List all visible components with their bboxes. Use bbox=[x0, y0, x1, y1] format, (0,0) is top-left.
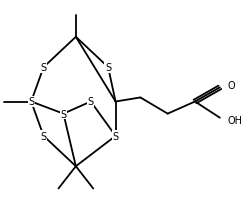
Text: S: S bbox=[60, 109, 66, 119]
Text: O: O bbox=[226, 81, 234, 91]
Text: S: S bbox=[28, 97, 34, 107]
Text: S: S bbox=[87, 97, 94, 107]
Text: S: S bbox=[112, 131, 118, 141]
Text: OH: OH bbox=[226, 115, 241, 125]
Text: S: S bbox=[40, 131, 46, 141]
Text: S: S bbox=[40, 63, 46, 73]
Text: S: S bbox=[105, 63, 111, 73]
